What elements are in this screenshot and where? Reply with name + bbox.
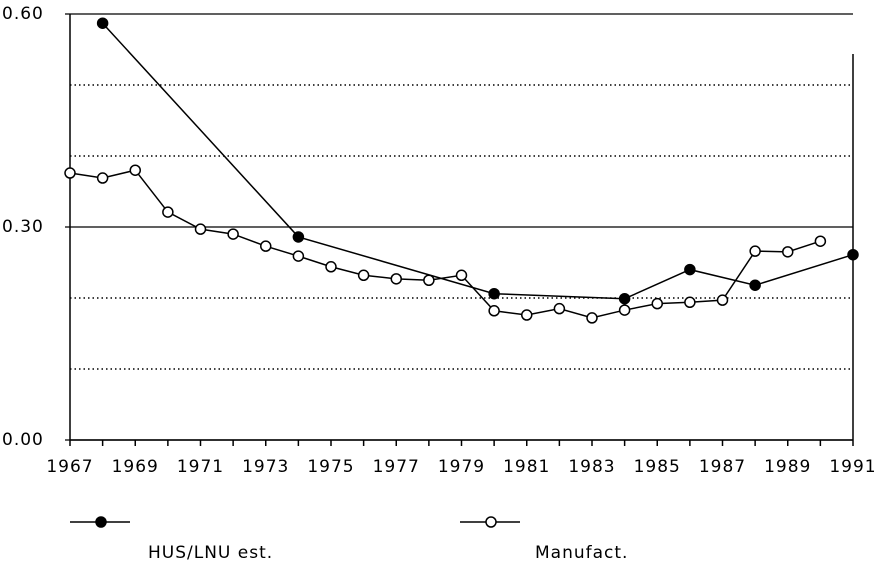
- marker: [521, 309, 533, 321]
- marker: [586, 312, 598, 324]
- marker: [651, 297, 663, 310]
- marker: [455, 269, 468, 282]
- y-tick-label: 0.00: [2, 430, 44, 450]
- line: [69, 169, 821, 319]
- marker: [553, 302, 566, 315]
- x-tick-label: 1967: [46, 457, 93, 477]
- line: [102, 22, 854, 300]
- marker: [782, 246, 794, 258]
- marker: [618, 304, 631, 316]
- y-tick-label: 0.60: [2, 4, 44, 24]
- marker: [423, 274, 435, 286]
- x-tick-label: 1979: [438, 457, 485, 477]
- marker: [227, 228, 239, 240]
- marker: [129, 164, 141, 176]
- marker: [357, 269, 370, 282]
- marker: [488, 305, 500, 317]
- x-tick-label: 1985: [634, 457, 681, 477]
- marker: [292, 250, 305, 262]
- marker: [684, 296, 696, 309]
- x-tick-label: 1973: [242, 457, 289, 477]
- x-tick-label: 1969: [112, 457, 159, 477]
- legend-label: HUS/LNU est.: [148, 543, 273, 563]
- y-tick-label: 0.30: [2, 217, 44, 237]
- marker: [260, 240, 272, 252]
- marker: [292, 231, 305, 243]
- marker: [325, 261, 337, 273]
- x-tick-label: 1975: [307, 457, 354, 477]
- marker: [162, 206, 174, 218]
- x-tick-label: 1983: [568, 457, 615, 477]
- x-tick-label: 1987: [699, 457, 746, 477]
- legend-marker: [95, 516, 107, 528]
- marker: [749, 279, 761, 291]
- marker: [488, 287, 500, 300]
- x-tick-label: 1989: [764, 457, 811, 477]
- marker: [847, 248, 859, 261]
- x-tick-label: 1971: [177, 457, 224, 477]
- x-tick-label: 1981: [503, 457, 550, 477]
- marker: [618, 292, 631, 305]
- marker: [96, 17, 109, 29]
- x-tick-label: 1991: [829, 457, 876, 477]
- marker: [390, 273, 402, 285]
- marker: [814, 235, 827, 247]
- legend-label: Manufact.: [535, 543, 628, 563]
- marker: [749, 245, 761, 257]
- marker: [194, 223, 207, 235]
- marker: [64, 167, 76, 179]
- marker: [684, 263, 696, 276]
- marker: [716, 294, 729, 306]
- marker: [96, 172, 109, 184]
- legend-marker: [485, 516, 497, 528]
- x-tick-label: 1977: [373, 457, 420, 477]
